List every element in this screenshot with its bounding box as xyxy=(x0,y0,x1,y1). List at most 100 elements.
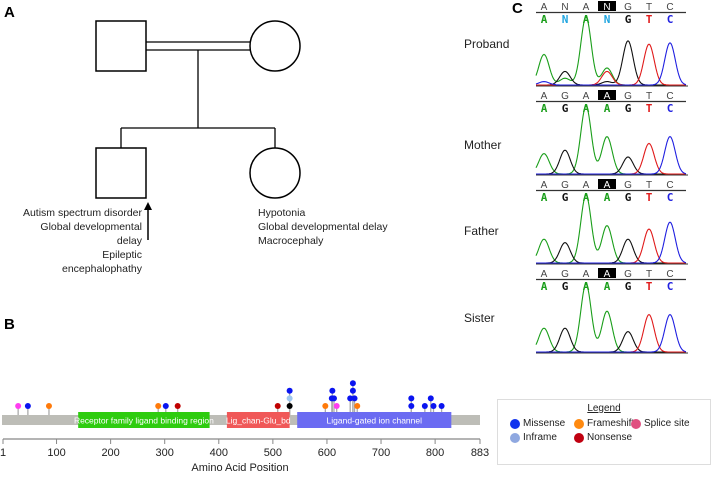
called-base: N xyxy=(562,13,569,26)
mutation-missense-dot[interactable] xyxy=(329,387,336,394)
mother-symbol xyxy=(249,20,301,72)
legend-item: Splice site xyxy=(631,418,690,429)
reference-base: G xyxy=(561,180,569,191)
inframe-dot-icon xyxy=(510,432,520,443)
mutation-missense-dot[interactable] xyxy=(349,387,356,394)
legend-label: Frameshift xyxy=(587,418,635,429)
mutation-missense-dot[interactable] xyxy=(347,395,354,402)
protein-domain[interactable]: Receptor family ligand binding region xyxy=(74,412,214,428)
splice-dot-icon xyxy=(631,418,641,429)
reference-base: A xyxy=(583,180,590,191)
x-tick-label: 883 xyxy=(471,447,489,459)
called-base: A xyxy=(583,280,590,293)
mutation-missense-dot[interactable] xyxy=(408,395,415,402)
called-base: A xyxy=(541,13,548,26)
sister-phenotypes: Hypotonia Global developmental delay Mac… xyxy=(258,206,388,248)
mutation-missense-dot[interactable] xyxy=(427,395,434,402)
reference-base: G xyxy=(624,269,632,280)
called-base: A xyxy=(583,102,590,115)
mutation-missense-dot[interactable] xyxy=(430,403,437,409)
mutation-frameshift-dot[interactable] xyxy=(322,403,329,409)
mutation-inframe-dot[interactable] xyxy=(286,395,293,402)
sanger-chromatograms: AANNAANNGGTTCCAAGGAAAAGGTTCCAAGGAAAAGGTT… xyxy=(535,1,688,354)
x-tick-label: 600 xyxy=(318,447,336,459)
mutation-frameshift-dot[interactable] xyxy=(155,403,162,409)
x-tick-label: 1 xyxy=(0,447,6,459)
called-base: C xyxy=(667,102,674,115)
mutation-frameshift-dot[interactable] xyxy=(354,403,361,409)
domain-label: Ligand-gated ion channel xyxy=(327,416,423,426)
variant-highlight xyxy=(598,1,616,11)
x-tick-label: 300 xyxy=(156,447,174,459)
x-tick-label: 400 xyxy=(210,447,228,459)
trace-C xyxy=(536,313,687,353)
x-tick-label: 200 xyxy=(101,447,119,459)
mutation-splice-dot[interactable] xyxy=(15,403,22,409)
reference-base: T xyxy=(646,2,652,13)
variant-highlight xyxy=(598,90,616,100)
called-base: A xyxy=(583,191,590,204)
protein-domain[interactable]: Ligand-gated ion channel xyxy=(297,412,452,428)
mutation-missense-dot[interactable] xyxy=(351,395,358,402)
panel-label-b: B xyxy=(4,316,15,333)
phenotype: Macrocephaly xyxy=(258,235,324,247)
sister-symbol xyxy=(249,147,301,199)
phenotype: Global developmental delay xyxy=(40,221,142,247)
called-base: G xyxy=(625,280,632,293)
called-base: G xyxy=(562,191,569,204)
called-base: A xyxy=(583,13,590,26)
mutation-missense-dot[interactable] xyxy=(286,387,293,394)
protein-domain[interactable]: Lig_chan-Glu_bd xyxy=(226,412,291,428)
phenotype: Hypotonia xyxy=(258,207,306,219)
reference-base: N xyxy=(561,2,568,13)
x-tick-label: 500 xyxy=(264,447,282,459)
legend-item: Frameshift xyxy=(574,418,634,429)
proband-phenotypes: Autism spectrum disorder Global developm… xyxy=(22,206,142,276)
mutation-frameshift-dot[interactable] xyxy=(45,403,52,409)
x-tick-label: 100 xyxy=(47,447,65,459)
mutation-missense-dot[interactable] xyxy=(162,403,169,409)
reference-base: A xyxy=(583,269,590,280)
called-base: C xyxy=(667,191,674,204)
chromatogram-label: Sister xyxy=(464,311,495,325)
trace-C xyxy=(536,221,687,264)
reference-base: A xyxy=(541,91,548,102)
reference-base: A xyxy=(541,180,548,191)
mutation-other-dot[interactable] xyxy=(286,403,293,409)
phenotype: Global developmental delay xyxy=(258,221,388,233)
trace-G xyxy=(536,149,686,175)
mutation-missense-dot[interactable] xyxy=(421,403,428,409)
called-base: A xyxy=(541,191,548,204)
mutation-missense-dot[interactable] xyxy=(349,380,356,387)
proband-arrow-icon xyxy=(144,202,152,240)
reference-base: A xyxy=(583,91,590,102)
reference-base: T xyxy=(646,269,652,280)
mutation-missense-dot[interactable] xyxy=(330,395,337,402)
proband-symbol xyxy=(95,147,147,199)
reference-base: A xyxy=(604,91,611,102)
mutation-missense-dot[interactable] xyxy=(438,403,445,409)
phenotype: Epileptic encephalophathy xyxy=(62,249,142,275)
called-base: G xyxy=(625,102,632,115)
mutation-splice-dot[interactable] xyxy=(333,403,340,409)
mutation-missense-dot[interactable] xyxy=(408,403,415,409)
reference-base: A xyxy=(583,2,590,13)
trace-G xyxy=(536,40,686,86)
reference-base: G xyxy=(561,269,569,280)
father-symbol xyxy=(95,20,147,72)
panel-label-c: C xyxy=(512,0,523,17)
called-base: A xyxy=(541,102,548,115)
mutation-nonsense-dot[interactable] xyxy=(174,403,181,409)
phenotype: Autism spectrum disorder xyxy=(22,207,142,219)
lollipop-plot: Receptor family ligand binding region Lig… xyxy=(0,380,489,474)
called-base: G xyxy=(562,280,569,293)
mutation-missense-dot[interactable] xyxy=(24,403,31,409)
reference-base: T xyxy=(646,180,652,191)
chromatogram-label: Father xyxy=(464,224,499,238)
called-base: G xyxy=(562,102,569,115)
variant-highlight xyxy=(598,179,616,189)
mutation-nonsense-dot[interactable] xyxy=(274,403,281,409)
pedigree-chart xyxy=(95,20,301,240)
